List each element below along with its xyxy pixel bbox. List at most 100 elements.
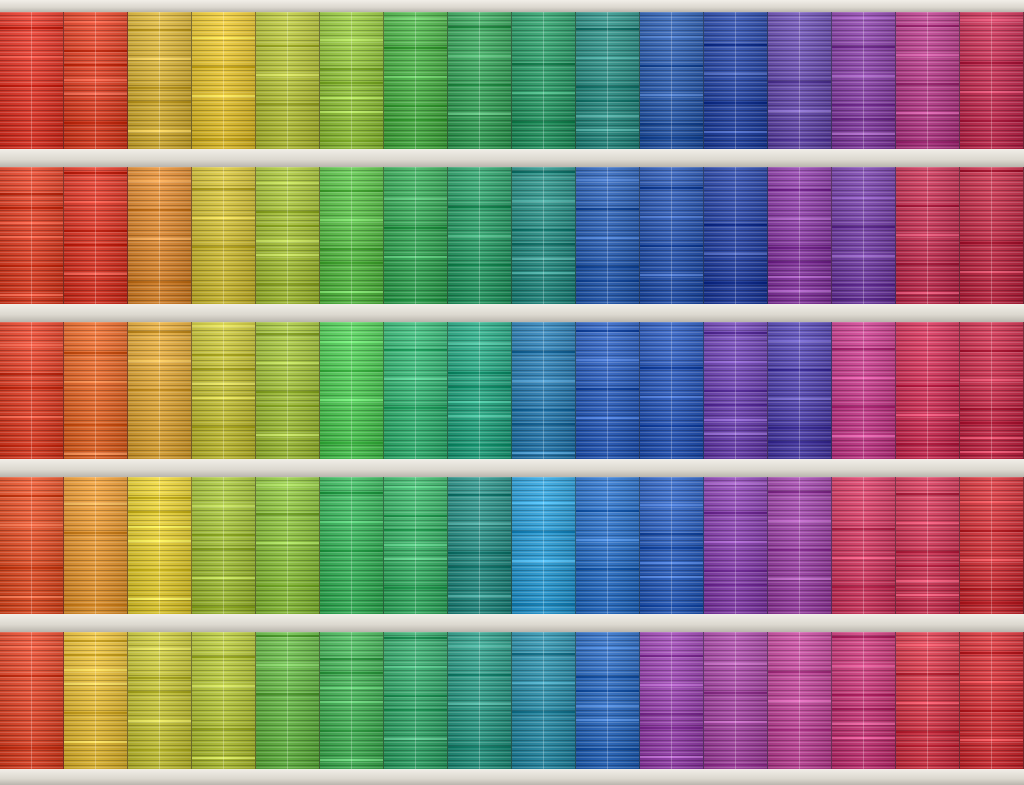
accent-slat: [576, 568, 639, 570]
accent-slat: [512, 92, 575, 94]
color-blind-panel: [640, 322, 705, 459]
accent-slat: [640, 425, 703, 427]
accent-slat: [704, 692, 767, 694]
accent-slat: [448, 343, 511, 345]
accent-slat: [192, 354, 255, 356]
accent-slat: [704, 361, 767, 363]
color-blind-panel: [256, 12, 321, 149]
accent-slat: [704, 570, 767, 572]
accent-slat: [0, 675, 63, 677]
accent-slat: [128, 29, 191, 31]
accent-slat: [384, 587, 447, 589]
accent-slat: [128, 360, 191, 362]
accent-slat: [128, 691, 191, 693]
color-blind-panel: [256, 167, 321, 304]
accent-slat: [128, 238, 191, 240]
accent-slat: [640, 396, 703, 398]
accent-slat: [192, 505, 255, 507]
color-blind-panel: [0, 167, 65, 304]
color-blind-panel: [64, 322, 129, 459]
color-blind-panel: [192, 477, 257, 614]
accent-slat: [832, 435, 895, 437]
accent-slat: [192, 728, 255, 730]
color-blind-panel: [256, 632, 321, 769]
accent-slat: [768, 247, 831, 249]
accent-slat: [768, 189, 831, 191]
accent-slat: [576, 57, 639, 59]
accent-slat: [640, 65, 703, 67]
accent-slat: [448, 372, 511, 374]
accent-slat: [640, 562, 703, 564]
accent-slat: [384, 666, 447, 668]
color-blind-panel: [512, 632, 577, 769]
accent-slat: [320, 658, 383, 660]
accent-slat: [320, 442, 383, 444]
accent-slat: [384, 299, 447, 301]
accent-slat: [896, 234, 959, 236]
accent-slat: [960, 602, 1023, 604]
color-blind-panel: [512, 167, 577, 304]
accent-slat: [192, 217, 255, 219]
accent-slat: [640, 187, 703, 189]
color-blind-panel: [512, 477, 577, 614]
accent-slat: [320, 672, 383, 674]
color-blind-panel: [896, 12, 961, 149]
accent-slat: [64, 273, 127, 275]
accent-slat: [448, 264, 511, 266]
accent-slat: [0, 27, 63, 29]
accent-slat: [0, 567, 63, 569]
accent-slat: [320, 550, 383, 552]
accent-slat: [192, 685, 255, 687]
concrete-slab-top: [0, 0, 1024, 12]
floor-row-3: [0, 322, 1024, 459]
accent-slat: [640, 137, 703, 139]
accent-slat: [576, 719, 639, 721]
accent-slat: [320, 687, 383, 689]
accent-slat: [960, 120, 1023, 122]
accent-slat: [320, 521, 383, 523]
color-blind-panel: [704, 167, 769, 304]
accent-slat: [384, 378, 447, 380]
accent-slat: [320, 291, 383, 293]
accent-slat: [896, 25, 959, 27]
accent-slat: [256, 434, 319, 436]
accent-slat: [384, 544, 447, 546]
accent-slat: [256, 513, 319, 515]
accent-slat: [640, 576, 703, 578]
accent-slat: [0, 596, 63, 598]
accent-slat: [832, 586, 895, 588]
accent-slat: [832, 406, 895, 408]
accent-slat: [448, 552, 511, 554]
accent-slat: [192, 397, 255, 399]
accent-slat: [448, 26, 511, 28]
color-blind-panel: [384, 632, 449, 769]
accent-slat: [128, 749, 191, 751]
accent-slat: [384, 486, 447, 488]
accent-slat: [960, 501, 1023, 503]
accent-slat: [704, 253, 767, 255]
accent-slat: [0, 495, 63, 497]
accent-slat: [512, 171, 575, 173]
color-blind-panel: [64, 477, 129, 614]
accent-slat: [512, 711, 575, 713]
color-blind-panel: [640, 12, 705, 149]
accent-slat: [384, 105, 447, 107]
accent-slat: [832, 46, 895, 48]
accent-slat: [320, 39, 383, 41]
color-blind-panel: [640, 477, 705, 614]
accent-slat: [576, 510, 639, 512]
color-blind-panel: [576, 632, 641, 769]
accent-slat: [512, 682, 575, 684]
accent-slat: [704, 541, 767, 543]
accent-slat: [320, 68, 383, 70]
color-blind-panel: [384, 167, 449, 304]
accent-slat: [768, 491, 831, 493]
accent-slat: [512, 63, 575, 65]
accent-slat: [576, 86, 639, 88]
accent-slat: [192, 383, 255, 385]
accent-slat: [704, 663, 767, 665]
accent-slat: [896, 551, 959, 553]
accent-slat: [128, 526, 191, 528]
accent-slat: [0, 193, 63, 195]
accent-slat: [640, 547, 703, 549]
